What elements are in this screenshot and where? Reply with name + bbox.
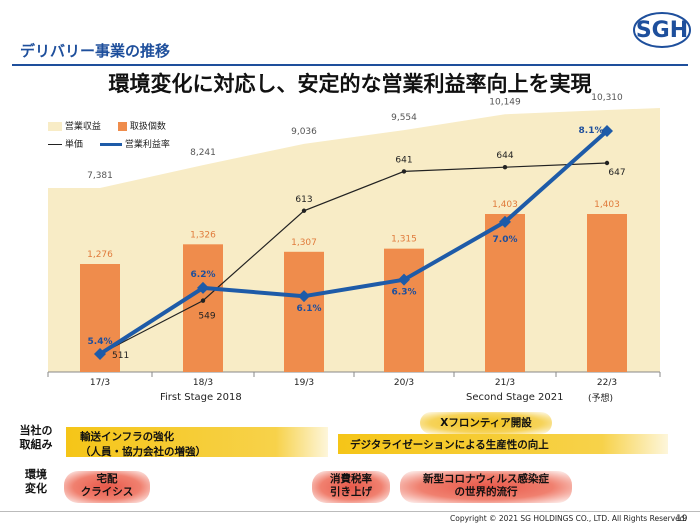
stage-first: First Stage 2018 xyxy=(160,392,242,403)
environment-label-line2: 変化 xyxy=(25,482,47,495)
unit-price-point xyxy=(301,208,307,213)
revenue-label: 10,310 xyxy=(591,93,623,103)
parcels-label: 1,403 xyxy=(594,200,620,210)
revenue-label: 8,241 xyxy=(190,148,216,158)
op-margin-label: 6.1% xyxy=(297,304,322,314)
infrastructure-text: 輸送インフラの強化 （人員・協力会社の増強） xyxy=(80,429,206,459)
legend-revenue: 営業収益 xyxy=(48,119,101,132)
op-margin-point xyxy=(94,348,106,360)
parcels-label: 1,307 xyxy=(291,238,317,248)
op-margin-swatch xyxy=(100,143,122,146)
legend-unit-price-label: 単価 xyxy=(64,140,83,150)
x-frontier-badge: Xフロンティア開設 xyxy=(420,412,552,434)
x-tick-label: 19/3 xyxy=(294,378,314,388)
copyright: Copyright © 2021 SG HOLDINGS CO., LTD. A… xyxy=(450,514,687,523)
parcels-label: 1,276 xyxy=(87,250,113,260)
op-margin-point xyxy=(398,273,410,286)
revenue-label: 9,554 xyxy=(391,113,417,123)
unit-price-point xyxy=(604,160,610,166)
x-tick-label: 22/3 xyxy=(597,378,617,388)
legend-unit-price: 単価 xyxy=(48,137,83,150)
delivery-crisis-badge: 宅配 クライシス xyxy=(64,471,150,503)
op-margin-label: 6.2% xyxy=(191,270,216,280)
digitalization-text: デジタライゼーションによる生産性の向上 xyxy=(350,439,549,451)
digitalization-band xyxy=(338,434,668,454)
op-margin-label: 5.4% xyxy=(88,337,113,347)
op-margin-point xyxy=(298,290,310,303)
unit-price-point xyxy=(200,298,206,303)
infrastructure-line1: 輸送インフラの強化 xyxy=(80,431,175,443)
revenue-swatch xyxy=(48,122,62,131)
unit-price-label: 644 xyxy=(496,151,513,161)
x-tick-label: 18/3 xyxy=(193,378,213,388)
logo-text: SGH xyxy=(636,18,688,43)
x-tick-label: 21/3 xyxy=(495,378,515,388)
revenue-label: 10,149 xyxy=(489,97,521,107)
parcels-label: 1,403 xyxy=(492,200,518,210)
op-margin-point xyxy=(197,281,209,294)
x-tick-label: 20/3 xyxy=(394,378,414,388)
unit-price-point xyxy=(401,169,407,174)
op-margin-line xyxy=(98,129,609,356)
parcels-bar xyxy=(384,248,424,372)
parcels-bar xyxy=(485,214,525,372)
unit-price-swatch xyxy=(48,143,62,146)
infrastructure-line2: （人員・協力会社の増強） xyxy=(80,446,206,458)
op-margin-point xyxy=(601,125,613,137)
legend-op-margin-label: 営業利益率 xyxy=(124,140,170,150)
environment-label-line1: 環境 xyxy=(25,468,47,481)
unit-price-label: 641 xyxy=(395,155,412,165)
delivery-crisis-line1: 宅配 xyxy=(96,473,118,485)
op-margin-label: 6.3% xyxy=(392,288,417,298)
legend-parcels: 取扱個数 xyxy=(118,119,166,132)
footer-divider xyxy=(0,511,700,512)
unit-price-point xyxy=(502,165,508,170)
op-margin-label: 8.1% xyxy=(579,126,604,136)
header-divider xyxy=(12,64,688,66)
parcels-swatch xyxy=(118,122,127,131)
op-margin-points xyxy=(94,125,613,360)
page-number: 19 xyxy=(676,514,688,524)
covid-line1: 新型コロナウィルス感染症 xyxy=(423,473,549,485)
page-title: デリバリー事業の推移 xyxy=(20,42,171,60)
parcels-label: 1,315 xyxy=(391,235,417,245)
unit-price-label: 647 xyxy=(608,168,625,178)
stage-second: Second Stage 2021 xyxy=(466,392,564,403)
legend-revenue-label: 営業収益 xyxy=(64,122,101,132)
unit-price-line xyxy=(99,162,608,355)
op-margin-label: 7.0% xyxy=(493,235,518,245)
initiatives-label-line2: 取組み xyxy=(19,438,53,451)
revenue-label: 9,036 xyxy=(291,127,317,137)
initiatives-label-line1: 当社の xyxy=(19,424,53,437)
sgh-logo: SGH xyxy=(633,12,691,48)
chart-labels: 7,381 1,276 17/3 8,241 1,326 18/3 9,036 1,307 19… xyxy=(87,93,625,388)
covid-line2: の世界的流行 xyxy=(454,486,518,498)
consumption-tax-line2: 引き上げ xyxy=(330,486,372,498)
parcels-bar xyxy=(587,214,627,372)
op-margin-point xyxy=(499,215,511,228)
infrastructure-band xyxy=(66,427,328,457)
unit-price-label: 549 xyxy=(198,312,215,322)
consumption-tax-line1: 消費税率 xyxy=(330,473,372,485)
environment-label: 環境 変化 xyxy=(14,468,58,496)
unit-price-label: 613 xyxy=(295,195,312,205)
parcels-label: 1,326 xyxy=(190,230,216,240)
initiatives-label: 当社の 取組み xyxy=(14,424,58,452)
legend-op-margin: 営業利益率 xyxy=(100,137,170,150)
consumption-tax-badge: 消費税率 引き上げ xyxy=(312,471,390,503)
chart: 7,381 1,276 17/3 8,241 1,326 18/3 9,036 1,307 19… xyxy=(47,93,661,388)
unit-price-label: 511 xyxy=(112,351,129,361)
covid-badge: 新型コロナウィルス感染症 の世界的流行 xyxy=(400,471,572,503)
x-tick-label: 17/3 xyxy=(90,378,110,388)
parcels-bar xyxy=(284,251,324,372)
forecast-note: (予想) xyxy=(588,394,614,404)
headline: 環境変化に対応し、安定的な営業利益率向上を実現 xyxy=(108,72,592,96)
delivery-crisis-line2: クライシス xyxy=(80,486,134,498)
legend-parcels-label: 取扱個数 xyxy=(129,122,166,132)
revenue-label: 7,381 xyxy=(87,171,113,181)
parcels-bars xyxy=(80,214,627,372)
